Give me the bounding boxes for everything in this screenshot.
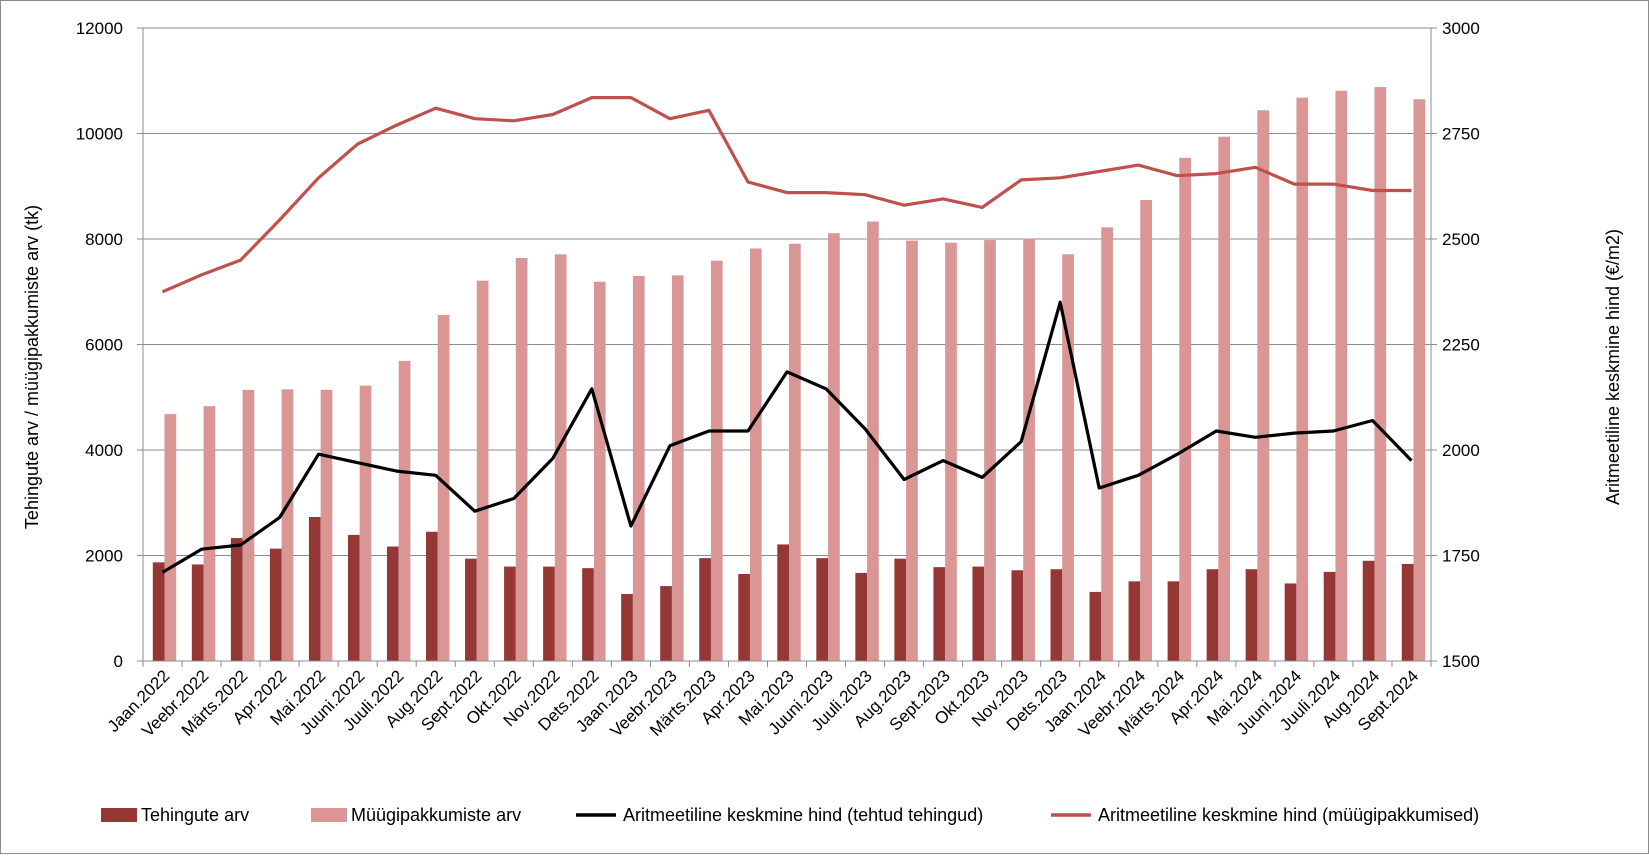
y-tick-label: 10000 xyxy=(76,125,123,144)
bar xyxy=(906,240,918,661)
bar xyxy=(476,280,489,661)
bar xyxy=(308,516,321,661)
axes xyxy=(137,27,1437,667)
bar xyxy=(789,243,801,661)
y2-tick-label: 2750 xyxy=(1442,125,1480,144)
bar xyxy=(1023,238,1035,661)
series-lines xyxy=(161,95,1413,574)
bar xyxy=(543,566,555,661)
bar xyxy=(1362,560,1375,661)
bar xyxy=(320,389,333,661)
bar xyxy=(1050,569,1063,661)
legend-label-myygipakkumiste-arv: Müügipakkumiste arv xyxy=(351,805,521,825)
bar xyxy=(1179,157,1192,661)
bar xyxy=(894,558,907,661)
bar xyxy=(1245,569,1258,661)
bar xyxy=(1284,583,1297,661)
bar xyxy=(1011,570,1024,661)
y2-tick-label: 1500 xyxy=(1442,652,1480,671)
bar xyxy=(426,531,438,661)
bar xyxy=(671,275,684,661)
bar xyxy=(386,546,399,661)
series-line xyxy=(161,95,1412,294)
bar xyxy=(632,275,645,661)
bar xyxy=(1323,571,1336,661)
legend: Tehingute arv Müügipakkumiste arv Aritme… xyxy=(101,805,1479,825)
y2-tick-label: 3000 xyxy=(1442,19,1480,38)
bar xyxy=(554,254,567,662)
bar xyxy=(972,566,985,661)
bar xyxy=(1401,563,1414,661)
bar xyxy=(777,544,789,661)
bar xyxy=(816,558,829,661)
bar xyxy=(738,573,750,661)
bar xyxy=(1374,87,1387,661)
y2-tick-label: 2000 xyxy=(1442,441,1480,460)
legend-label-tehingute-arv: Tehingute arv xyxy=(141,805,249,825)
y-axis-title: Tehingute arv / müügipakkumiste arv (tk) xyxy=(22,205,42,529)
bar xyxy=(1335,90,1348,661)
y2-tick-label: 1750 xyxy=(1442,547,1480,566)
y-tick-label: 2000 xyxy=(85,547,123,566)
y2-tick-label: 2250 xyxy=(1442,336,1480,355)
bar xyxy=(984,240,996,661)
bar xyxy=(347,534,360,661)
bar xyxy=(359,385,372,661)
y-tick-label: 4000 xyxy=(85,441,123,460)
legend-swatch-myygipakkumiste-arv xyxy=(311,808,347,822)
y2-axis-title: Aritmeetiline keskmine hind (€/m2) xyxy=(1603,229,1623,505)
bar xyxy=(465,558,477,661)
series-line xyxy=(161,300,1413,574)
y-tick-label: 8000 xyxy=(85,230,123,249)
bar xyxy=(191,564,204,661)
bar xyxy=(1206,569,1219,661)
bar xyxy=(437,314,450,661)
y-tick-label: 0 xyxy=(114,652,123,671)
bar xyxy=(230,538,243,661)
bar xyxy=(269,548,282,661)
bar xyxy=(1167,581,1180,661)
bar xyxy=(1296,97,1309,661)
bar xyxy=(828,233,840,661)
bar xyxy=(593,281,606,661)
legend-label-hind-tehingud: Aritmeetiline keskmine hind (tehtud tehi… xyxy=(623,805,983,825)
bar xyxy=(1413,99,1426,661)
bar xyxy=(1128,581,1141,661)
bar xyxy=(242,389,255,661)
bar xyxy=(1218,136,1231,662)
bar xyxy=(1101,227,1113,661)
bar xyxy=(164,414,177,661)
bar xyxy=(945,242,957,661)
bar xyxy=(398,360,411,661)
bar xyxy=(515,257,528,661)
bar xyxy=(1089,591,1102,661)
bar xyxy=(621,594,633,661)
bar xyxy=(749,248,762,661)
bar xyxy=(1140,199,1152,661)
bar xyxy=(203,406,216,661)
y-tick-label: 6000 xyxy=(85,336,123,355)
bar xyxy=(582,568,594,661)
y2-tick-label: 2500 xyxy=(1442,230,1480,249)
bar xyxy=(699,558,711,661)
bar xyxy=(504,566,516,661)
legend-swatch-tehingute-arv xyxy=(101,808,137,822)
bar xyxy=(933,567,946,661)
bar xyxy=(710,260,723,661)
bars xyxy=(152,87,1426,662)
bar xyxy=(1062,254,1074,662)
bar xyxy=(152,562,165,661)
bar xyxy=(281,389,294,661)
legend-label-hind-pakkumised: Aritmeetiline keskmine hind (müügipakkum… xyxy=(1098,805,1479,825)
gridlines xyxy=(143,27,1431,556)
bar xyxy=(855,572,868,661)
bar xyxy=(1257,110,1270,662)
bar xyxy=(660,586,672,661)
y-tick-label: 12000 xyxy=(76,19,123,38)
